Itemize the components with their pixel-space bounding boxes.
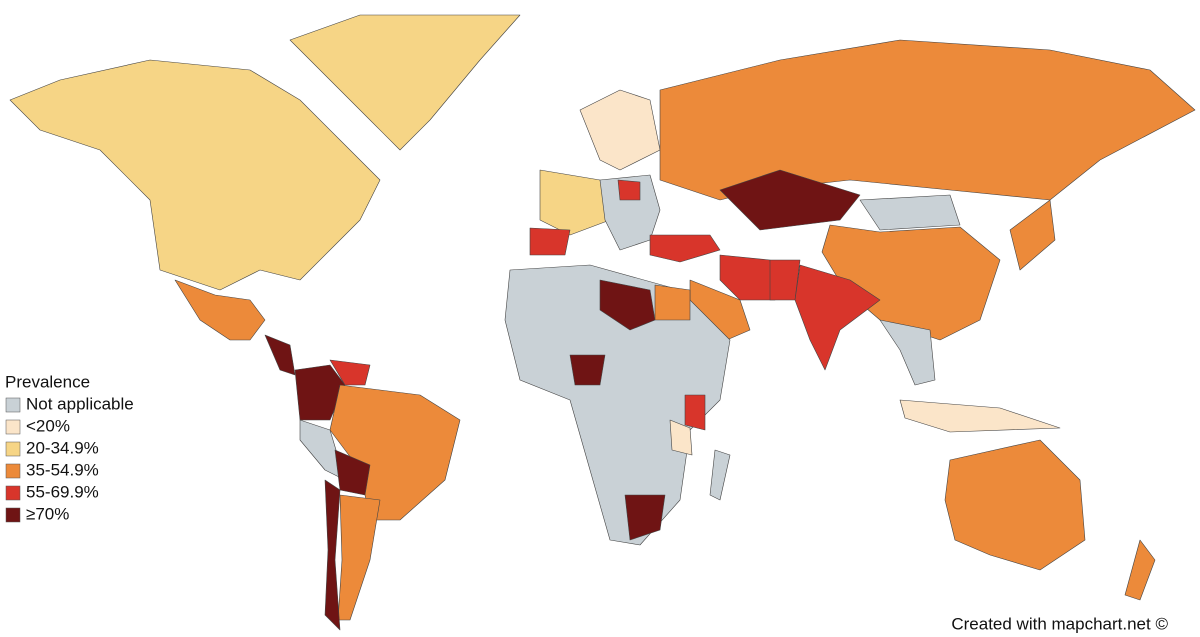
region	[334, 449, 371, 496]
region	[821, 224, 1001, 341]
region	[624, 494, 666, 541]
legend-swatch	[5, 485, 21, 501]
region	[617, 179, 641, 201]
legend-title: Prevalence	[5, 372, 90, 391]
region	[569, 354, 606, 386]
region	[684, 394, 706, 431]
region	[299, 419, 346, 481]
region	[669, 419, 693, 456]
legend-label: 20-34.9%	[26, 438, 99, 457]
region	[329, 359, 371, 386]
region	[719, 254, 776, 301]
region	[324, 479, 341, 631]
legend-swatch	[5, 441, 21, 457]
region	[794, 264, 881, 371]
region	[859, 194, 961, 231]
region	[174, 279, 266, 341]
legend: Not applicable <20% 20-34.9% 35-54.9% 55-69.…	[5, 394, 134, 523]
region	[579, 89, 661, 171]
legend-swatch	[5, 507, 21, 523]
regions	[9, 14, 1196, 631]
legend-label: 55-69.9%	[26, 482, 99, 501]
region	[337, 494, 381, 621]
region	[659, 39, 1196, 201]
region	[599, 279, 656, 331]
region	[289, 14, 521, 151]
region	[529, 227, 571, 256]
region	[719, 169, 861, 231]
region	[1009, 199, 1056, 271]
legend-swatch	[5, 419, 21, 435]
region	[879, 319, 936, 386]
region	[944, 439, 1086, 571]
region	[264, 334, 296, 376]
legend-swatch	[5, 463, 21, 479]
region	[9, 59, 381, 291]
region	[539, 169, 611, 236]
legend-swatch	[5, 397, 21, 413]
region	[769, 259, 801, 301]
legend-label: ≥70%	[26, 504, 69, 523]
region	[709, 449, 731, 501]
legend-label: Not applicable	[26, 394, 134, 413]
credit: Created with mapchart.net ©	[951, 614, 1168, 633]
region	[1124, 539, 1156, 601]
legend-label: <20%	[26, 416, 70, 435]
region	[329, 384, 461, 521]
region	[649, 234, 721, 263]
legend-label: 35-54.9%	[26, 460, 99, 479]
region	[654, 284, 691, 321]
region	[899, 399, 1061, 433]
